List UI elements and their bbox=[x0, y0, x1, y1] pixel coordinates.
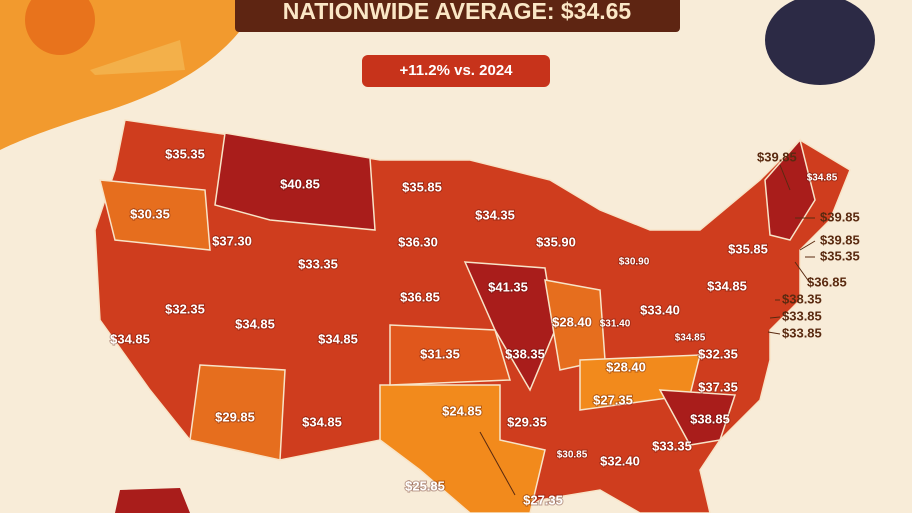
price-label: $31.40 bbox=[600, 319, 631, 330]
price-label: $29.85 bbox=[215, 409, 255, 424]
callout-label: $33.85 bbox=[782, 308, 822, 323]
price-label: $36.85 bbox=[400, 289, 440, 304]
callout-label: $33.85 bbox=[782, 325, 822, 340]
price-label: $34.85 bbox=[110, 331, 150, 346]
callout-label: $38.35 bbox=[782, 291, 822, 306]
price-label: $34.35 bbox=[475, 207, 515, 222]
price-label: $35.85 bbox=[402, 179, 442, 194]
price-label: $27.35 bbox=[523, 492, 563, 507]
callout-label: $39.85 bbox=[820, 232, 860, 247]
callout-label: $36.85 bbox=[807, 274, 847, 289]
price-labels: $35.35 $30.35 $34.85 $32.35 $37.30 $40.8… bbox=[109, 145, 860, 508]
pumpkin bbox=[25, 0, 95, 55]
price-label: $34.85 bbox=[807, 173, 838, 184]
price-label: $32.40 bbox=[600, 453, 640, 468]
callout-label: $39.85 bbox=[757, 149, 797, 164]
price-label: $32.35 bbox=[165, 301, 205, 316]
price-label: $33.35 bbox=[652, 438, 692, 453]
price-label: $35.85 bbox=[728, 241, 768, 256]
price-label: $30.35 bbox=[130, 206, 170, 221]
region bbox=[389, 324, 511, 386]
price-label: $36.30 bbox=[398, 234, 438, 249]
price-label: $34.85 bbox=[707, 278, 747, 293]
alaska bbox=[115, 488, 190, 513]
price-label: $28.40 bbox=[606, 359, 646, 374]
price-label: $35.90 bbox=[536, 234, 576, 249]
price-label: $33.40 bbox=[640, 302, 680, 317]
price-label: $37.35 bbox=[698, 379, 738, 394]
price-label: $24.85 bbox=[442, 403, 482, 418]
header-banner bbox=[235, 0, 680, 32]
region bbox=[214, 132, 376, 231]
price-label: $38.85 bbox=[690, 411, 730, 426]
change-text: +11.2% vs. 2024 bbox=[399, 62, 513, 79]
callout-label: $35.35 bbox=[820, 248, 860, 263]
callout-label: $39.85 bbox=[820, 209, 860, 224]
price-label: $34.85 bbox=[318, 331, 358, 346]
region bbox=[99, 179, 211, 251]
price-label: $34.85 bbox=[675, 333, 706, 344]
price-label: $41.35 bbox=[488, 279, 528, 294]
price-label: $30.90 bbox=[619, 257, 650, 268]
callout-lines bbox=[479, 164, 816, 496]
price-label: $27.35 bbox=[593, 392, 633, 407]
price-label: $32.35 bbox=[698, 346, 738, 361]
price-label: $28.40 bbox=[552, 314, 592, 329]
price-label: $35.35 bbox=[165, 146, 205, 161]
region bbox=[658, 389, 737, 446]
turkey bbox=[765, 0, 875, 85]
price-label: $40.85 bbox=[280, 176, 320, 191]
header-title: NATIONWIDE AVERAGE: $34.65 bbox=[283, 0, 632, 24]
region bbox=[463, 261, 556, 392]
pie bbox=[90, 40, 185, 75]
region bbox=[189, 364, 286, 461]
price-label: $31.35 bbox=[420, 346, 460, 361]
price-label: $29.35 bbox=[507, 414, 547, 429]
price-label: $34.85 bbox=[302, 414, 342, 429]
price-label: $38.35 bbox=[505, 346, 545, 361]
price-label: $30.85 bbox=[557, 450, 588, 461]
us-map bbox=[94, 119, 851, 513]
price-label: $37.30 bbox=[212, 233, 252, 248]
price-label: $34.85 bbox=[235, 316, 275, 331]
change-badge bbox=[362, 55, 550, 87]
price-label: $25.85 bbox=[405, 478, 445, 493]
price-label: $33.35 bbox=[298, 256, 338, 271]
region bbox=[379, 384, 546, 513]
